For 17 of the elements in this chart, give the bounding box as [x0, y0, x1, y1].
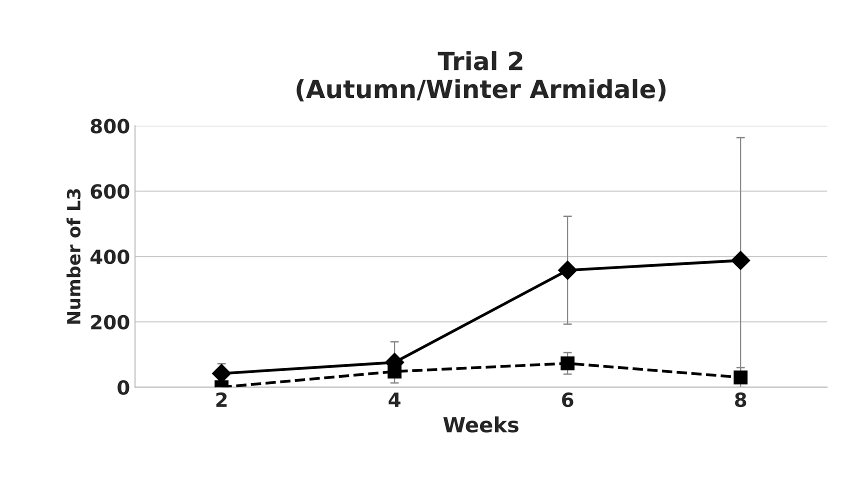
chart-title: Trial 2 (Autumn/Winter Armidale): [296, 51, 666, 102]
x-tick-label: 6: [562, 392, 574, 408]
y-tick-label: 200: [91, 314, 130, 330]
point: [558, 260, 578, 280]
x-tick-label: 8: [735, 392, 746, 408]
point: [734, 370, 748, 384]
point: [388, 364, 402, 378]
y-tick-label: 0: [118, 380, 130, 395]
point: [731, 250, 750, 270]
y-tick-label: 400: [90, 249, 130, 264]
x-axis-title: Weeks: [443, 416, 518, 433]
y-tick-label: 600: [90, 184, 130, 199]
x-tick-label: 2: [216, 392, 227, 407]
y-axis-title: Number of L3: [66, 189, 81, 324]
point: [560, 356, 575, 370]
x-tick-label: 4: [388, 392, 400, 407]
y-tick-label: 800: [90, 118, 130, 134]
